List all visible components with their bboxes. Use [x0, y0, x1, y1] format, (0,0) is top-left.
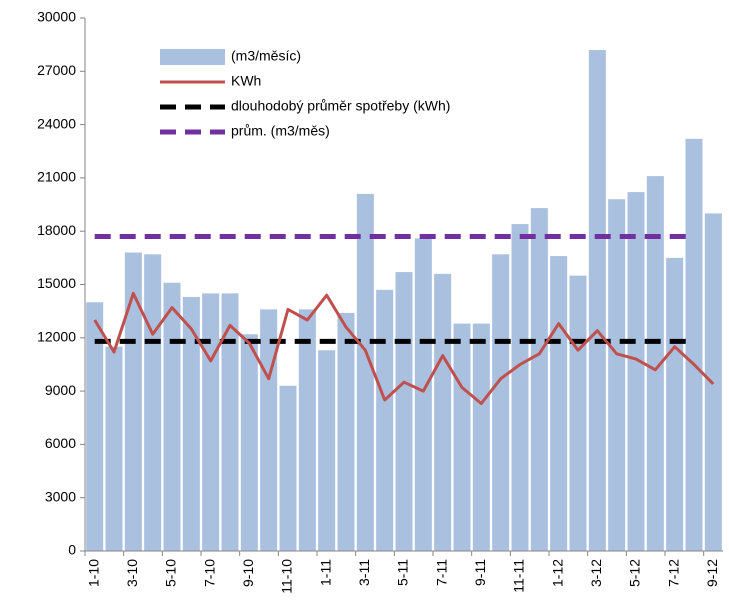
y-tick-label: 3000	[45, 488, 76, 504]
bar	[376, 289, 394, 551]
legend-label: KWh	[231, 73, 261, 89]
legend-label: prům. (m3/měs)	[231, 123, 330, 139]
x-tick-label: 3-10	[124, 559, 140, 587]
legend-swatch	[160, 49, 225, 65]
bar	[666, 257, 684, 551]
bar	[298, 309, 316, 551]
x-tick-label: 3-12	[588, 559, 604, 587]
bar	[337, 312, 355, 551]
legend-label: (m3/měsíc)	[231, 48, 301, 64]
x-tick-label: 5-10	[163, 559, 179, 587]
y-tick-label: 12000	[37, 329, 76, 345]
bar	[105, 346, 123, 551]
legend-label: dlouhodobý průměr spotřeby (kWh)	[231, 98, 450, 114]
y-tick-label: 21000	[37, 169, 76, 185]
bar	[646, 176, 664, 551]
x-tick-label: 3-11	[356, 559, 372, 586]
bar	[182, 296, 200, 551]
bar	[144, 254, 162, 551]
bar	[318, 350, 336, 551]
legend: (m3/měsíc) KWh dlouhodobý průměr spotřeby …	[160, 48, 450, 139]
bar	[414, 238, 432, 551]
bar	[608, 199, 626, 551]
bar	[550, 256, 568, 551]
x-tick-label: 7-12	[665, 559, 681, 587]
bar	[163, 282, 181, 551]
x-tick-label: 11-10	[279, 559, 295, 594]
bar	[86, 302, 104, 551]
bar	[685, 138, 703, 551]
y-tick-label: 9000	[45, 382, 76, 398]
x-tick-label: 11-11	[511, 559, 527, 593]
bar	[279, 385, 297, 551]
bar	[627, 192, 645, 551]
x-tick-label: 1-10	[85, 559, 101, 587]
x-tick-label: 5-12	[627, 559, 643, 587]
x-tick-label: 1-11	[317, 559, 333, 586]
bar	[124, 252, 142, 551]
bar	[395, 272, 413, 551]
y-tick-label: 18000	[37, 222, 76, 238]
x-tick-label: 1-12	[549, 559, 565, 587]
line-series	[93, 291, 715, 405]
x-tick-label: 7-10	[201, 559, 217, 587]
bar	[240, 334, 258, 551]
x-tick-label: 9-11	[472, 559, 488, 586]
bar	[260, 309, 278, 551]
bar	[453, 323, 471, 551]
y-tick-label: 30000	[37, 9, 76, 25]
bar	[202, 293, 220, 551]
x-tick-label: 5-11	[395, 559, 411, 586]
x-tick-label: 9-12	[704, 559, 720, 587]
bar	[434, 273, 452, 551]
y-tick-label: 15000	[37, 275, 76, 291]
bar	[588, 49, 606, 551]
x-tick-label: 9-10	[240, 559, 256, 587]
bar	[472, 323, 490, 551]
y-tick-label: 27000	[37, 62, 76, 78]
bar	[569, 275, 587, 551]
y-tick-label: 24000	[37, 115, 76, 131]
y-tick-label: 6000	[45, 435, 76, 451]
bar	[492, 254, 510, 551]
bar	[511, 224, 529, 552]
x-tick-label: 7-11	[433, 559, 449, 586]
bar	[356, 193, 374, 551]
bar	[221, 293, 239, 551]
y-tick-label: 0	[68, 542, 76, 558]
bar	[530, 208, 548, 551]
